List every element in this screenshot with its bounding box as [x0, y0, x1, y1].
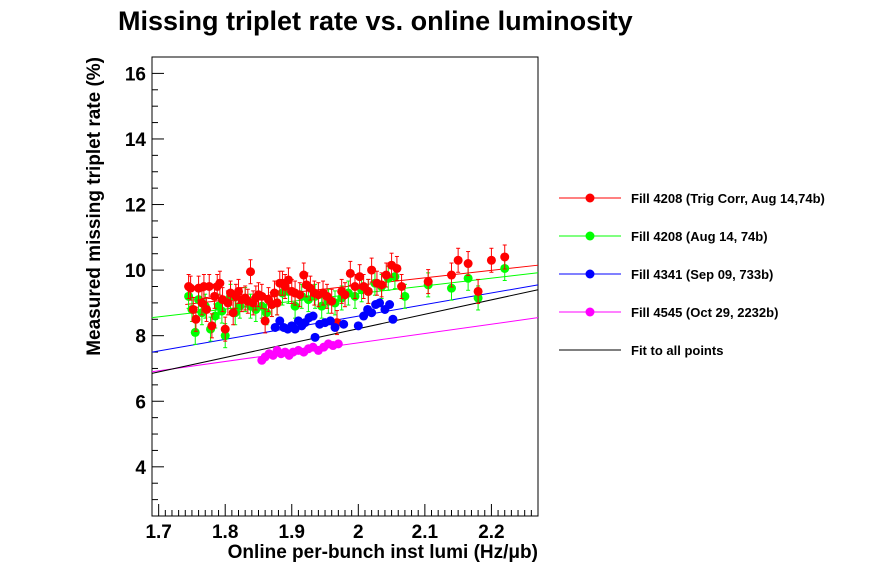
y-tick-label: 10	[125, 261, 146, 282]
data-point	[257, 291, 267, 301]
legend-label: Fill 4208 (Aug 14, 74b)	[631, 229, 768, 244]
data-point	[190, 327, 200, 337]
y-tick-label: 16	[125, 64, 146, 85]
legend-marker	[585, 269, 595, 279]
data-point	[473, 286, 483, 296]
data-point	[327, 296, 337, 306]
legend-marker	[585, 307, 595, 317]
legend-label: Fill 4341 (Sep 09, 733b)	[631, 267, 773, 282]
data-point	[446, 270, 456, 280]
legend-marker	[585, 231, 595, 241]
x-axis-title: Online per-bunch inst lumi (Hz/μb)	[228, 542, 538, 563]
data-point	[486, 255, 496, 265]
data-point	[270, 322, 280, 332]
data-point	[463, 259, 473, 269]
data-point	[275, 316, 285, 326]
axis-ticks: 4 6 8 10 12 14 16 1.7 1.8 1.9 2 2.1 2.2	[125, 64, 539, 543]
fit-lines	[151, 264, 539, 374]
data-point	[228, 308, 238, 318]
data-point	[350, 282, 360, 291]
x-tick-label: 1.7	[145, 522, 171, 543]
data-point	[290, 301, 300, 311]
data-point	[381, 270, 391, 280]
y-tick-label: 14	[125, 130, 147, 151]
y-axis-title: Measured missing triplet rate (%)	[84, 57, 105, 356]
data-point	[377, 280, 387, 290]
data-point	[385, 300, 395, 310]
data-point	[367, 308, 377, 318]
data-point	[392, 263, 402, 273]
y-tick-label: 8	[135, 327, 146, 348]
data-point	[197, 298, 207, 308]
data-point	[367, 265, 377, 275]
data-point	[207, 321, 217, 331]
data-point	[290, 324, 300, 334]
data-point	[397, 282, 407, 291]
data-point	[310, 332, 320, 342]
x-tick-label: 2.1	[412, 522, 439, 543]
legend-label: Fill 4208 (Trig Corr, Aug 14,74b)	[631, 191, 825, 206]
data-point	[204, 282, 214, 291]
x-tick-label: 2.2	[478, 522, 504, 543]
data-point	[234, 286, 244, 296]
data-point	[363, 286, 373, 296]
data-points	[184, 244, 510, 365]
data-point	[186, 283, 196, 293]
data-point	[202, 304, 212, 314]
data-point	[340, 290, 350, 300]
y-tick-label: 4	[135, 458, 146, 479]
data-point	[453, 255, 463, 265]
data-point	[245, 267, 255, 277]
x-tick-label: 1.9	[279, 522, 305, 543]
data-point	[215, 278, 225, 288]
data-point	[333, 339, 343, 349]
chart-title: Missing triplet rate vs. online luminosi…	[118, 6, 633, 36]
data-point	[355, 272, 365, 282]
legend-label: Fit to all points	[631, 343, 723, 358]
legend-marker	[585, 193, 595, 203]
data-point	[359, 311, 369, 321]
fit-line	[151, 284, 539, 353]
data-point	[375, 298, 385, 308]
data-point	[330, 322, 340, 332]
data-point	[295, 290, 305, 300]
data-point	[325, 316, 335, 326]
data-point	[339, 319, 349, 329]
data-point	[217, 306, 227, 316]
data-point	[423, 277, 433, 287]
data-point	[388, 314, 398, 324]
data-point	[261, 308, 271, 318]
data-point	[345, 268, 355, 278]
legend: Fill 4208 (Trig Corr, Aug 14,74b) Fill 42…	[559, 191, 825, 358]
data-point	[220, 324, 230, 334]
data-point	[500, 252, 510, 262]
data-point	[353, 321, 363, 331]
data-point	[191, 314, 201, 324]
data-point	[463, 273, 473, 283]
fit-line	[151, 289, 539, 374]
x-tick-label: 1.8	[212, 522, 238, 543]
data-point	[272, 298, 282, 308]
data-point	[260, 316, 270, 326]
data-point	[283, 275, 293, 285]
data-point	[446, 283, 456, 293]
y-tick-label: 6	[135, 392, 146, 413]
y-tick-label: 12	[125, 196, 146, 217]
fit-line	[151, 317, 539, 373]
data-point	[308, 311, 318, 321]
legend-label: Fill 4545 (Oct 29, 2232b)	[631, 305, 778, 320]
x-tick-label: 2	[353, 522, 364, 543]
data-point	[317, 301, 327, 311]
